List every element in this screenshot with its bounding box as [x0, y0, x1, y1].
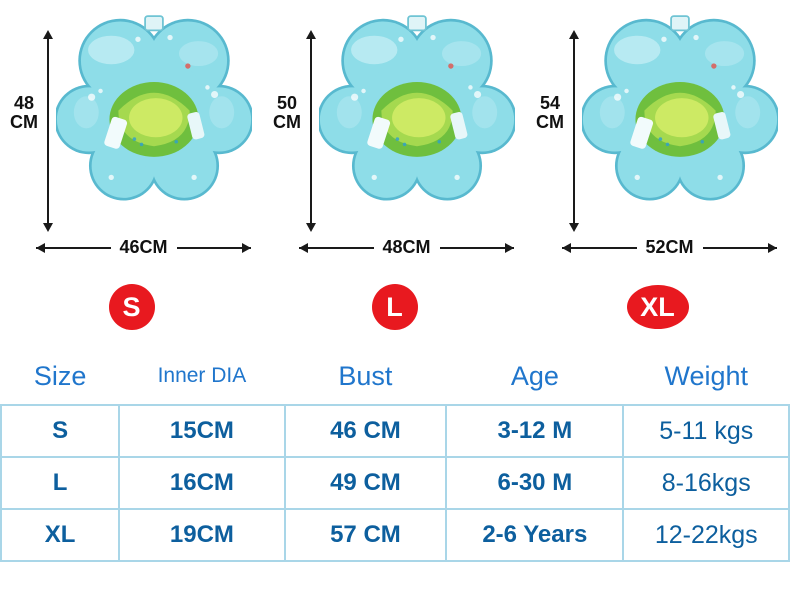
- float-figure-xl: 54 CM 52CM: [526, 6, 789, 274]
- float-product-image: [56, 8, 252, 206]
- float-figure-s: 48 CM 46CM: [0, 6, 263, 274]
- size-badge-s: S: [108, 284, 155, 330]
- arrow-right-icon: [439, 242, 515, 253]
- cell-age: 6-30 M: [445, 456, 625, 510]
- height-measurement-label: 54 CM: [536, 94, 564, 132]
- height-value: 48: [13, 93, 35, 113]
- cell-inner-dia: 19CM: [118, 508, 286, 562]
- arrow-right-icon: [176, 242, 252, 253]
- size-badge-l: L: [371, 284, 418, 330]
- float-product-image: [319, 8, 515, 206]
- size-badges-row: S L XL: [0, 274, 790, 340]
- cell-inner-dia: 15CM: [118, 404, 286, 458]
- height-value: 50: [276, 93, 298, 113]
- cell-size: L: [0, 456, 121, 510]
- height-value: 54: [539, 93, 561, 113]
- width-measurement: 46CM: [36, 237, 252, 258]
- vertical-dimension-arrow: [43, 30, 53, 232]
- arrow-left-icon: [299, 242, 374, 253]
- width-value: 48CM: [382, 237, 431, 257]
- vertical-dimension-arrow: [306, 30, 316, 232]
- size-badge-xl: XL: [626, 285, 689, 329]
- column-header-weight: Weight: [664, 360, 749, 391]
- height-unit: CM: [273, 111, 301, 132]
- cell-weight: 5-11 kgs: [622, 404, 790, 458]
- cell-age: 2-6 Years: [445, 508, 625, 562]
- cell-bust: 49 CM: [283, 456, 448, 510]
- arrow-left-icon: [562, 242, 637, 253]
- height-measurement-label: 50 CM: [273, 94, 301, 132]
- table-row: L 16CM 49 CM 6-30 M 8-16kgs: [0, 456, 790, 510]
- width-measurement: 48CM: [299, 237, 515, 258]
- table-row: XL 19CM 57 CM 2-6 Years 12-22kgs: [0, 508, 790, 562]
- column-header-age: Age: [510, 360, 559, 391]
- column-header-size: Size: [33, 360, 87, 391]
- cell-size: XL: [0, 508, 121, 562]
- cell-weight: 8-16kgs: [622, 456, 790, 510]
- arrow-right-icon: [702, 242, 778, 253]
- cell-inner-dia: 16CM: [118, 456, 286, 510]
- cell-bust: 46 CM: [283, 404, 448, 458]
- column-header-inner-dia: Inner DIA: [157, 364, 247, 387]
- size-chart-page: 48 CM 46CM 50 CM 48C: [0, 6, 790, 608]
- column-header-bust: Bust: [338, 360, 393, 391]
- width-measurement: 52CM: [562, 237, 778, 258]
- table-header-row: Size Inner DIA Bust Age Weight: [1, 348, 789, 405]
- cell-age: 3-12 M: [445, 404, 625, 458]
- float-figure-l: 50 CM 48CM: [263, 6, 526, 274]
- cell-bust: 57 CM: [283, 508, 448, 562]
- product-figures-row: 48 CM 46CM 50 CM 48C: [0, 6, 790, 274]
- cell-size: S: [0, 404, 121, 458]
- cell-weight: 12-22kgs: [622, 508, 790, 562]
- height-unit: CM: [536, 111, 564, 132]
- width-value: 46CM: [119, 237, 168, 257]
- height-measurement-label: 48 CM: [10, 94, 38, 132]
- width-value: 52CM: [645, 237, 694, 257]
- height-unit: CM: [10, 111, 38, 132]
- vertical-dimension-arrow: [569, 30, 579, 232]
- float-product-image: [582, 8, 778, 206]
- arrow-left-icon: [36, 242, 111, 253]
- size-table: Size Inner DIA Bust Age Weight S 15CM 46…: [0, 348, 790, 562]
- table-row: S 15CM 46 CM 3-12 M 5-11 kgs: [0, 404, 790, 458]
